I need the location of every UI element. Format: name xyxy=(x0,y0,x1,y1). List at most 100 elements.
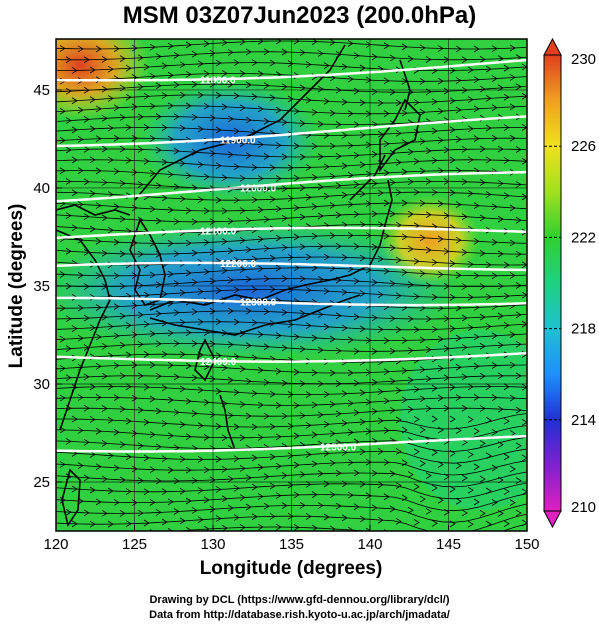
wind-arrow xyxy=(485,487,492,495)
wind-arrow xyxy=(377,221,384,229)
wind-arrow xyxy=(191,50,198,58)
wind-arrow xyxy=(323,323,330,331)
wind-arrow xyxy=(113,499,120,506)
wind-arrow xyxy=(167,498,174,506)
wind-arrow xyxy=(293,174,300,182)
wind-arrow xyxy=(65,87,72,95)
wind-arrow xyxy=(401,233,408,241)
wind-arrow xyxy=(155,281,162,288)
wind-arrow xyxy=(341,98,348,106)
wind-arrow xyxy=(59,426,66,434)
wind-arrow xyxy=(227,81,234,88)
wind-arrow xyxy=(383,493,390,501)
map-title: MSM 03Z07Jun2023 (200.0hPa) xyxy=(122,2,477,29)
wind-arrow xyxy=(431,259,438,266)
wind-arrow xyxy=(119,441,126,448)
wind-arrow xyxy=(269,195,276,203)
height-contour xyxy=(56,226,527,240)
streamline xyxy=(56,105,527,115)
wind-arrow xyxy=(479,55,486,63)
wind-arrow xyxy=(395,326,402,334)
wind-arrow xyxy=(77,167,84,174)
wind-arrow xyxy=(251,59,258,66)
wind-arrow xyxy=(95,427,102,435)
wind-arrow xyxy=(455,236,462,244)
wind-arrow xyxy=(95,463,102,471)
wind-arrow xyxy=(503,292,510,300)
wind-arrow xyxy=(383,77,390,85)
wind-arrow xyxy=(389,280,396,287)
wind-arrow xyxy=(275,205,282,213)
wind-arrow xyxy=(107,416,114,424)
wind-arrow xyxy=(239,434,246,442)
wind-arrow xyxy=(383,232,390,240)
wind-arrow xyxy=(311,524,318,531)
wind-arrow xyxy=(419,460,426,467)
wind-arrow xyxy=(161,124,168,131)
wind-arrow xyxy=(425,315,432,323)
wind-arrow xyxy=(419,138,426,145)
wind-arrow xyxy=(96,532,101,538)
wind-arrow xyxy=(257,523,264,531)
wind-arrow xyxy=(317,346,324,354)
wind-arrow xyxy=(299,153,306,161)
wind-arrow xyxy=(503,64,510,72)
wind-arrow xyxy=(119,180,126,187)
streamline xyxy=(56,62,527,72)
wind-arrow xyxy=(503,520,510,528)
wind-arrow xyxy=(515,250,522,258)
wind-arrow xyxy=(191,218,198,226)
wind-arrow xyxy=(287,512,294,520)
wind-arrow xyxy=(407,376,414,384)
wind-arrow xyxy=(155,372,162,380)
wind-arrow xyxy=(413,158,420,165)
wind-arrow xyxy=(101,214,108,222)
wind-arrow xyxy=(497,145,504,153)
wind-arrow xyxy=(395,189,402,196)
wind-arrow xyxy=(125,64,132,72)
wind-arrow xyxy=(221,174,228,182)
wind-arrow xyxy=(113,303,120,310)
wind-arrow xyxy=(149,499,156,506)
wind-arrow xyxy=(149,466,156,474)
wind-arrow xyxy=(299,275,306,283)
wind-arrow xyxy=(221,39,228,47)
wind-arrow xyxy=(311,174,318,181)
wind-arrow xyxy=(77,427,84,434)
wind-arrow xyxy=(353,210,360,218)
wind-arrow xyxy=(467,383,474,391)
wind-arrow xyxy=(89,451,96,458)
wind-arrow xyxy=(479,372,486,380)
wind-arrow xyxy=(509,74,516,81)
wind-arrow xyxy=(371,243,378,251)
wind-arrow xyxy=(425,346,432,354)
wind-arrow xyxy=(197,125,204,133)
wind-arrow xyxy=(401,426,408,434)
wind-arrow xyxy=(161,194,168,202)
wind-arrow xyxy=(233,514,240,521)
wind-arrow xyxy=(83,213,90,221)
wind-arrow xyxy=(65,438,72,445)
wind-arrow xyxy=(143,157,150,165)
wind-arrow xyxy=(419,44,426,52)
wind-arrow xyxy=(203,70,210,78)
wind-arrow xyxy=(239,70,246,77)
wind-arrow xyxy=(329,142,336,150)
streamline xyxy=(56,513,527,531)
wind-arrow xyxy=(497,441,504,448)
wind-arrow xyxy=(371,278,378,286)
wind-arrow xyxy=(311,460,318,468)
wind-arrow xyxy=(71,520,78,528)
wind-arrow xyxy=(521,261,527,269)
wind-arrow xyxy=(491,428,498,436)
wind-arrow xyxy=(95,135,102,143)
streamline xyxy=(56,256,527,266)
wind-arrow xyxy=(521,157,527,165)
wind-arrow xyxy=(263,82,270,90)
wind-arrow xyxy=(179,517,186,525)
wind-arrow xyxy=(137,311,144,319)
wind-arrow xyxy=(239,330,246,337)
wind-arrow xyxy=(503,321,510,329)
wind-arrow xyxy=(149,102,156,110)
wind-arrow xyxy=(113,45,120,53)
